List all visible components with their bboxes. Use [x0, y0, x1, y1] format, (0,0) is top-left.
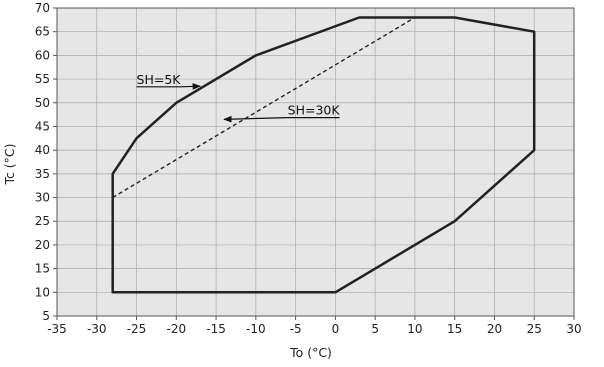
x-tick-label: 15 — [447, 322, 462, 336]
data-series — [111, 16, 536, 294]
x-tick-label: -35 — [47, 322, 67, 336]
y-tick-label: 25 — [35, 214, 50, 228]
sh5k-label: SH=5K — [137, 72, 182, 87]
annotations: SH=5K SH=30K — [136, 72, 341, 123]
x-tick-label: 5 — [371, 322, 379, 336]
x-tick-label: 25 — [527, 322, 542, 336]
x-tick-label: 10 — [407, 322, 422, 336]
x-tick-label: -15 — [206, 322, 226, 336]
y-tick-label: 35 — [35, 167, 50, 181]
y-axis-title: Tc (°C) — [2, 143, 17, 185]
x-tick-label: -5 — [290, 322, 302, 336]
annotation-arrow — [180, 83, 202, 90]
x-tick-label: -30 — [87, 322, 107, 336]
y-tick-label: 50 — [35, 96, 50, 110]
x-tick-label: 0 — [332, 322, 340, 336]
y-tick-label: 5 — [42, 309, 50, 323]
sh30k-line — [112, 16, 416, 199]
y-tick-label: 60 — [35, 48, 50, 62]
y-tick-label: 70 — [35, 1, 50, 15]
y-tick-label: 55 — [35, 72, 50, 86]
plot-frame — [56, 7, 575, 317]
y-tick-label: 65 — [35, 25, 50, 39]
x-tick-label: 20 — [487, 322, 502, 336]
y-tick-label: 40 — [35, 143, 50, 157]
x-axis-title: To (°C) — [289, 345, 332, 360]
x-tick-label: -25 — [127, 322, 147, 336]
annotation-arrow — [223, 115, 288, 123]
x-tick-label: -20 — [167, 322, 187, 336]
sh30k-label: SH=30K — [288, 103, 341, 118]
y-tick-label: 10 — [35, 285, 50, 299]
sh5k-envelope-line — [111, 16, 536, 294]
x-tick-label: -10 — [246, 322, 266, 336]
y-tick-label: 20 — [35, 238, 50, 252]
x-tick-label: 30 — [566, 322, 581, 336]
y-tick-label: 15 — [35, 262, 50, 276]
y-tick-label: 30 — [35, 191, 50, 205]
tick-labels: -35 -30 -25 -20 -15 -10 -5 0 5 10 15 20 25 30 5 10 15 20 2… — [35, 1, 582, 336]
plot-area — [57, 8, 574, 316]
y-tick-label: 45 — [35, 119, 50, 133]
